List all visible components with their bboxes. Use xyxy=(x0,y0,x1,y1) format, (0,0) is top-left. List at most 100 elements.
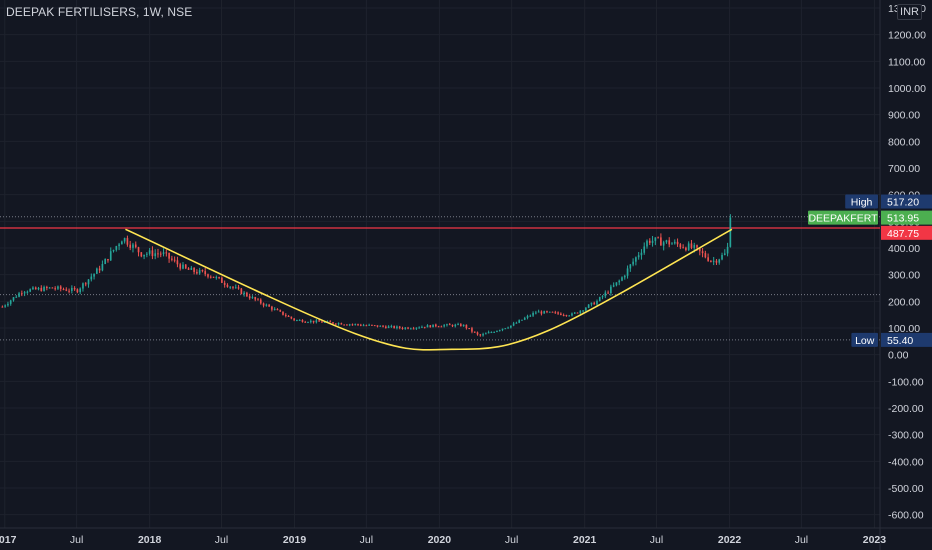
candle-body xyxy=(54,288,57,290)
candle-body xyxy=(182,264,184,269)
candle-body xyxy=(323,321,326,323)
candle-body xyxy=(637,255,640,258)
x-tick-label: 2023 xyxy=(863,534,887,546)
candle-body xyxy=(240,288,243,295)
candle-body xyxy=(154,253,157,257)
y-tick-label: 100.00 xyxy=(888,323,920,335)
candle-body xyxy=(610,286,612,294)
prev-close-badge-value-bg xyxy=(881,225,932,240)
candle-body xyxy=(493,331,496,333)
candle-body xyxy=(162,252,165,254)
candle-body xyxy=(20,293,23,295)
candle-body xyxy=(715,260,718,263)
candle-body xyxy=(112,249,115,252)
candle-body xyxy=(107,259,109,261)
candle-body xyxy=(540,311,543,314)
candle-body xyxy=(443,325,446,327)
candle-body xyxy=(32,287,34,290)
candle-body xyxy=(526,315,529,318)
candle-body xyxy=(676,241,679,245)
candle-body xyxy=(118,244,120,247)
candle-body xyxy=(651,240,654,243)
high-badge-value-bg xyxy=(881,194,932,209)
candle-body xyxy=(340,323,343,325)
candle-body xyxy=(337,323,340,325)
candle-body xyxy=(537,311,540,313)
candle-body xyxy=(71,287,73,291)
candle-body xyxy=(287,315,290,317)
candle-body xyxy=(471,328,473,332)
candle-body xyxy=(79,288,82,293)
candle-body xyxy=(329,321,332,323)
high-badge-label: High xyxy=(851,197,873,209)
candle-body xyxy=(585,307,587,311)
candle-body xyxy=(207,274,209,277)
candle-body xyxy=(282,311,284,315)
cup-arc-drawing[interactable] xyxy=(125,228,733,351)
last-price-badge-value: 513.95 xyxy=(887,213,919,225)
last-price-badge-label-bg xyxy=(808,210,878,225)
candle-body xyxy=(18,293,20,297)
candle-body xyxy=(621,277,623,281)
candle-body xyxy=(457,324,459,326)
y-tick-label: -300.00 xyxy=(888,430,924,442)
candle-body xyxy=(51,287,54,289)
candle-body xyxy=(104,259,107,265)
candle-body xyxy=(698,247,701,252)
y-tick-label: 700.00 xyxy=(888,163,920,175)
candle-body xyxy=(343,324,345,326)
candle-body xyxy=(293,318,295,321)
candle-body xyxy=(134,244,137,248)
candle-body xyxy=(512,323,515,326)
candle-body xyxy=(193,267,195,272)
candle-body xyxy=(582,310,584,312)
candle-body xyxy=(226,284,229,287)
symbol-title[interactable]: DEEPAK FERTILISERS, 1W, NSE xyxy=(6,5,193,19)
candle-body xyxy=(615,282,618,286)
y-tick-label: -400.00 xyxy=(888,456,924,468)
time-axis[interactable]: 2017 Jul 2018 Jul 2019 Jul 2020 Jul 2021 Jul 2022 J… xyxy=(0,534,886,546)
candle-body xyxy=(618,280,621,283)
candle-body xyxy=(304,321,307,323)
candle-body xyxy=(668,240,671,245)
candle-body xyxy=(1,306,4,308)
candle-body xyxy=(421,326,423,328)
candle-body xyxy=(168,252,170,259)
candle-body xyxy=(129,244,132,248)
candle-body xyxy=(604,292,607,297)
candle-body xyxy=(532,312,534,316)
candle-body xyxy=(209,276,212,278)
currency-label[interactable]: INR xyxy=(897,4,922,20)
y-tick-label: 1000.00 xyxy=(888,83,926,95)
candle-body xyxy=(173,259,176,261)
reference-levels xyxy=(0,216,880,341)
candle-body xyxy=(640,252,643,256)
candle-body xyxy=(140,252,143,257)
candle-body xyxy=(662,242,665,246)
candle-body xyxy=(196,271,198,274)
candle-body xyxy=(307,322,309,324)
candle-body xyxy=(507,327,509,329)
candle-body xyxy=(432,324,434,328)
candle-body xyxy=(221,277,223,283)
x-tick-label: Jul xyxy=(360,534,373,546)
candle-body xyxy=(712,260,715,262)
candle-body xyxy=(440,326,443,328)
candle-body xyxy=(635,257,637,262)
high-badge-label-bg xyxy=(845,194,878,209)
candle-body xyxy=(212,276,215,278)
candle-body xyxy=(284,314,287,316)
candle-body xyxy=(101,264,104,271)
candle-body xyxy=(451,324,454,327)
candle-body xyxy=(726,246,729,254)
candle-body xyxy=(62,288,65,290)
candle-body xyxy=(90,276,93,280)
candle-body xyxy=(562,315,565,317)
candle-body xyxy=(696,245,698,248)
x-tick-label: 2017 xyxy=(0,534,17,546)
candle-body xyxy=(568,315,571,317)
y-tick-label: 800.00 xyxy=(888,136,920,148)
candle-body xyxy=(590,302,593,305)
candle-body xyxy=(265,304,268,306)
